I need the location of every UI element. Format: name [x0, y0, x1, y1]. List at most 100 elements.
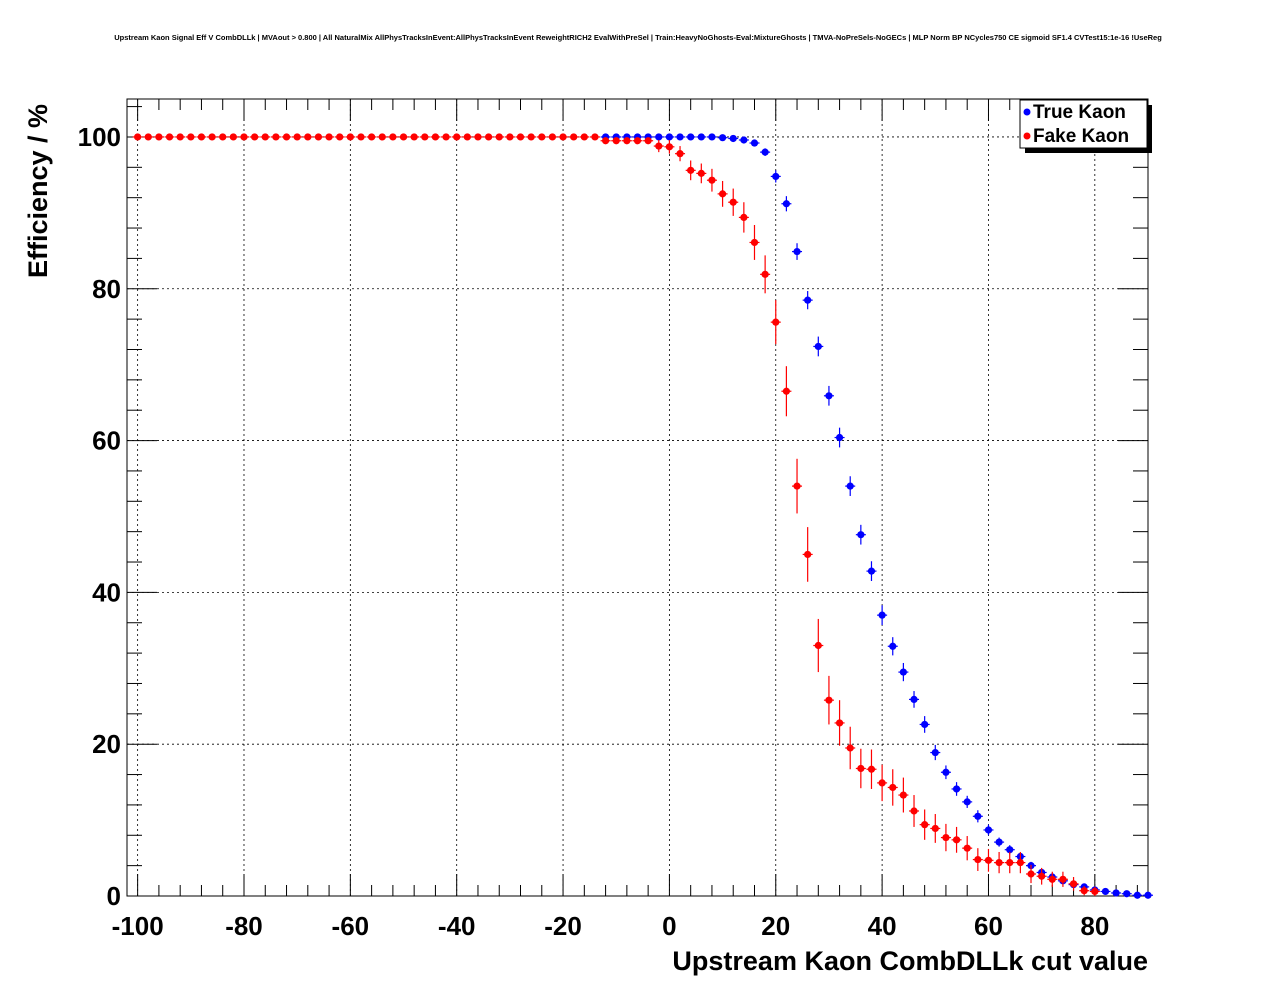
data-point	[548, 133, 557, 141]
series-true-kaon	[600, 133, 1153, 899]
data-point	[708, 176, 716, 184]
data-point	[134, 133, 142, 141]
data-point	[368, 133, 376, 141]
axis-ticks	[127, 99, 1148, 897]
y-tick-label: 40	[92, 577, 121, 607]
x-tick-label: 40	[868, 911, 897, 941]
data-point	[1059, 875, 1067, 883]
data-point	[963, 844, 971, 852]
data-point	[506, 133, 514, 141]
data-point	[835, 719, 844, 727]
data-point	[644, 137, 652, 145]
data-point	[601, 137, 610, 145]
data-point	[591, 133, 599, 141]
data-point	[697, 133, 705, 141]
data-point	[389, 133, 397, 141]
data-point	[793, 247, 801, 256]
data-point	[931, 824, 939, 833]
data-point	[208, 133, 216, 141]
data-point	[889, 642, 897, 650]
x-tick-labels: -100 -80 -60 -40 -20 0 20 40 60 80	[112, 911, 1110, 941]
plot-title: Upstream Kaon Signal Eff V CombDLLk | MV…	[114, 33, 1162, 42]
data-point	[814, 641, 822, 650]
data-point	[282, 133, 291, 141]
data-point	[570, 133, 578, 141]
x-tick-label: -20	[544, 911, 582, 941]
data-point	[655, 133, 663, 141]
data-point	[899, 791, 907, 799]
data-point	[197, 133, 206, 141]
data-point	[846, 482, 854, 490]
data-point	[899, 668, 907, 676]
legend-label-true-kaon: True Kaon	[1033, 102, 1126, 123]
data-point	[931, 748, 939, 757]
data-point	[984, 826, 993, 834]
data-point	[974, 812, 982, 820]
data-point	[772, 318, 780, 326]
data-point	[729, 134, 737, 143]
series-fake-kaon	[132, 133, 1100, 896]
data-point	[293, 133, 301, 141]
data-point	[910, 695, 918, 704]
data-point	[1091, 887, 1099, 896]
data-point	[378, 133, 386, 141]
data-point	[942, 768, 950, 776]
data-point	[761, 270, 769, 278]
legend: True Kaon Fake Kaon	[1019, 99, 1152, 153]
data-point	[984, 856, 993, 864]
data-point	[495, 133, 503, 141]
y-axis-title: Efficiency / %	[23, 104, 53, 278]
data-point	[421, 133, 429, 141]
data-point	[1038, 872, 1046, 880]
data-point	[974, 855, 982, 864]
y-tick-label: 60	[92, 426, 121, 456]
data-point	[782, 387, 790, 395]
y-tick-label: 20	[92, 729, 121, 759]
data-point	[1027, 870, 1035, 878]
x-axis-title: Upstream Kaon CombDLLk cut value	[672, 946, 1148, 976]
data-point	[825, 392, 833, 400]
data-point	[772, 172, 780, 181]
data-point	[176, 133, 184, 141]
data-point	[240, 133, 248, 141]
data-point	[1048, 875, 1056, 883]
data-point	[761, 148, 769, 156]
data-point	[357, 133, 365, 141]
data-point	[676, 133, 684, 141]
y-tick-labels: 0 20 40 60 80 100	[78, 122, 121, 911]
data-point	[867, 765, 876, 773]
data-point	[410, 133, 418, 141]
data-point	[910, 807, 918, 815]
data-point	[336, 133, 344, 141]
data-point	[1144, 891, 1152, 899]
data-point	[687, 133, 695, 141]
data-point	[665, 133, 674, 141]
data-point	[580, 133, 588, 141]
data-point	[687, 166, 695, 174]
data-point	[878, 611, 886, 619]
data-point	[272, 133, 280, 141]
data-point	[453, 133, 461, 141]
data-point	[1016, 859, 1024, 867]
data-point	[857, 531, 865, 539]
data-point	[527, 133, 535, 141]
data-point	[676, 150, 684, 158]
grid	[127, 99, 1148, 897]
x-tick-label: -100	[112, 911, 164, 941]
data-point	[729, 198, 737, 206]
data-point	[559, 133, 567, 141]
data-point	[921, 720, 929, 729]
data-point	[346, 133, 354, 141]
data-point	[314, 133, 323, 141]
data-point	[846, 744, 854, 752]
plot-frame	[126, 98, 1149, 897]
data-point	[474, 133, 482, 141]
data-point	[463, 133, 471, 141]
data-point	[804, 296, 812, 304]
data-point	[995, 859, 1003, 867]
legend-box	[1019, 99, 1148, 149]
data-point	[740, 213, 748, 222]
data-point	[1133, 891, 1141, 899]
data-point	[793, 482, 801, 490]
